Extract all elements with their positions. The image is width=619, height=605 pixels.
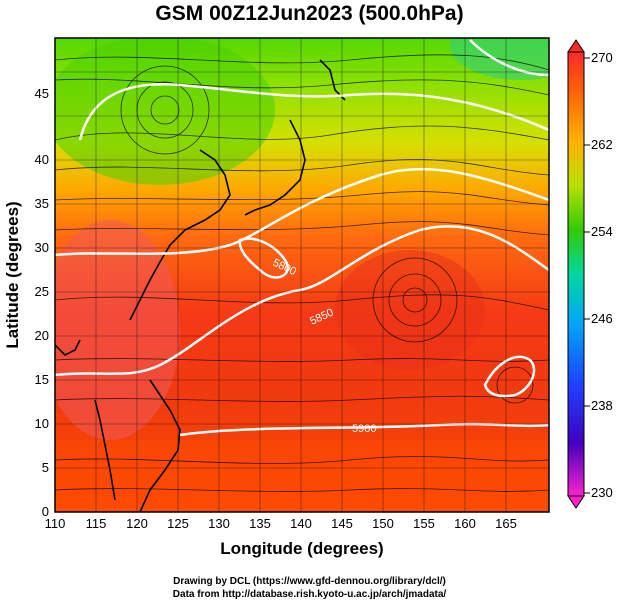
credit-drawing: Drawing by DCL (https://www.gfd-dennou.o… [173,576,446,587]
colorbar-label-238: 238 [591,398,613,413]
y-tick-35: 35 [35,196,49,211]
contour-label-5900: 5900 [352,423,376,435]
x-axis-label: Longitude (degrees) [220,539,383,558]
credit-data: Data from http://database.rish.kyoto-u.a… [172,589,447,600]
colorbar-labels: 270 262 254 246 238 230 [591,50,613,500]
x-tick-110: 110 [45,516,66,531]
x-tick-labels: 110 115 120 125 130 135 140 145 150 155 … [45,516,517,531]
colorbar-label-254: 254 [591,224,613,239]
colorbar-label-230: 230 [591,485,613,500]
x-tick-160: 160 [454,516,476,531]
y-tick-45: 45 [35,86,49,101]
grid-lines [55,38,549,512]
x-tick-140: 140 [290,516,312,531]
x-tick-150: 150 [372,516,394,531]
colorbar-label-262: 262 [591,137,613,152]
x-tick-145: 145 [331,516,353,531]
x-tick-135: 135 [249,516,271,531]
colorbar [567,39,590,509]
plot-frame [54,37,550,513]
x-tick-120: 120 [126,516,148,531]
chart-title: GSM 00Z12Jun2023 (500.0hPa) [155,2,464,25]
y-tick-labels: 0 5 10 15 20 25 30 35 40 45 [35,86,49,519]
x-tick-125: 125 [167,516,189,531]
y-axis-label: Latitude (degrees) [3,201,22,348]
y-tick-20: 20 [35,328,49,343]
y-tick-0: 0 [42,504,49,519]
y-tick-25: 25 [35,284,49,299]
y-tick-5: 5 [42,460,49,475]
temperature-field [55,38,549,512]
y-tick-10: 10 [35,416,49,431]
wind-streamlines [55,54,549,492]
y-tick-40: 40 [35,152,49,167]
y-tick-15: 15 [35,372,49,387]
y-tick-30: 30 [35,240,49,255]
x-tick-130: 130 [208,516,230,531]
x-tick-115: 115 [86,516,107,531]
x-tick-165: 165 [495,516,517,531]
colorbar-label-270: 270 [591,50,613,65]
colorbar-label-246: 246 [591,311,613,326]
x-tick-155: 155 [413,516,435,531]
